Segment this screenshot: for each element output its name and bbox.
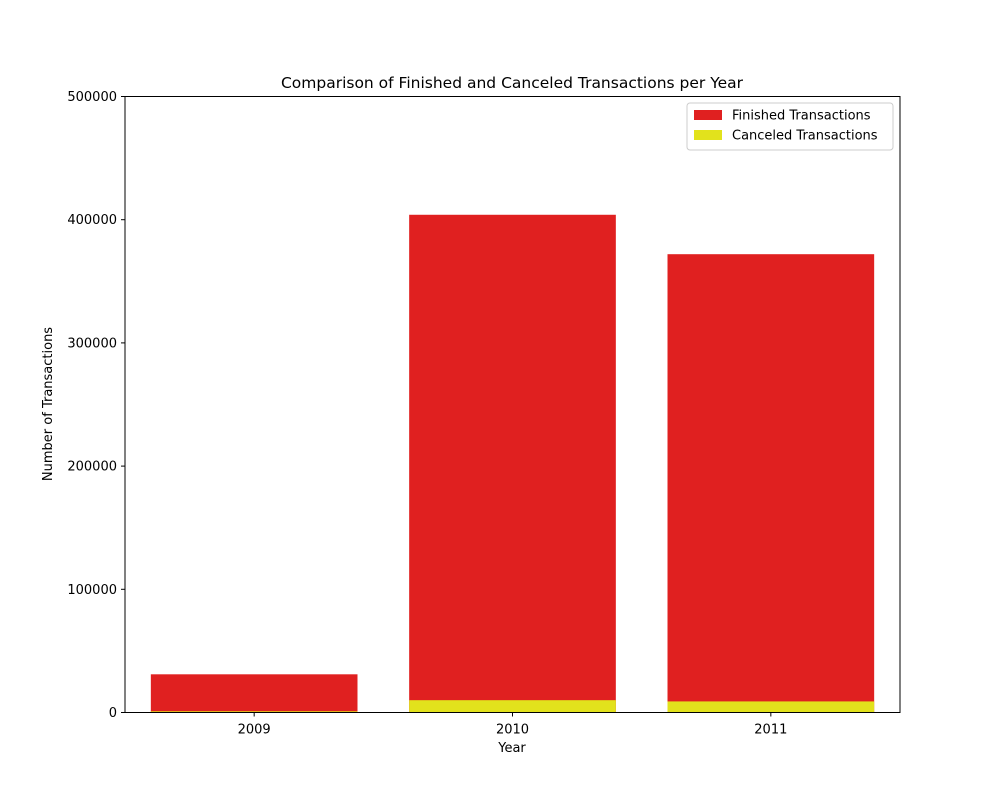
x-tick-label: 2010 <box>496 723 529 738</box>
y-tick-label: 100000 <box>67 583 117 598</box>
legend-label: Canceled Transactions <box>732 129 878 144</box>
y-tick-label: 300000 <box>67 336 117 351</box>
x-axis: 2009 2010 2011 <box>238 712 787 738</box>
y-tick-label: 400000 <box>67 213 117 228</box>
bar-canceled-2011 <box>667 701 875 713</box>
bar-canceled-2010 <box>409 700 616 713</box>
y-tick-label: 200000 <box>67 460 117 475</box>
bar-finished-2009 <box>150 674 358 713</box>
bars-layer <box>150 214 875 713</box>
x-tick-label: 2011 <box>754 723 787 738</box>
y-axis-label: Number of Transactions <box>41 327 56 481</box>
legend-label: Finished Transactions <box>732 109 871 124</box>
x-tick-label: 2009 <box>238 723 271 738</box>
y-tick-label: 0 <box>109 706 117 721</box>
chart-title: Comparison of Finished and Canceled Tran… <box>281 74 744 92</box>
bar-canceled-2009 <box>150 711 358 713</box>
y-axis: 0 100000 200000 300000 400000 500000 <box>67 90 125 721</box>
legend-swatch <box>694 130 722 140</box>
legend-box <box>686 102 894 151</box>
x-axis-label: Year <box>497 741 526 756</box>
bar-finished-2011 <box>667 254 875 713</box>
legend: Finished Transactions Canceled Transactio… <box>686 102 894 151</box>
legend-swatch <box>694 110 722 120</box>
y-tick-label: 500000 <box>67 90 117 105</box>
bar-finished-2010 <box>409 214 616 713</box>
